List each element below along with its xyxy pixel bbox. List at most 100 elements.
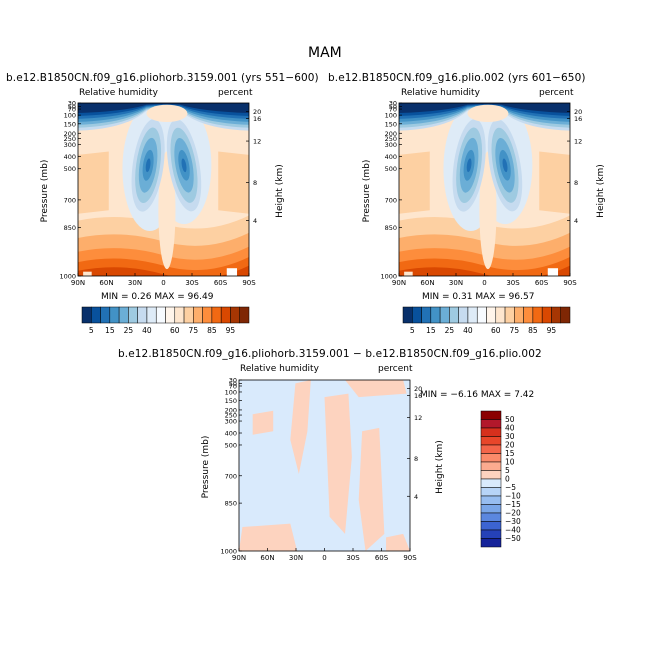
colorbar-swatch — [480, 495, 502, 505]
panel-3-minmax: MIN = −6.16 MAX = 7.42 — [420, 390, 535, 400]
colorbar-swatch — [480, 487, 502, 497]
colorbar-label: 40 — [142, 326, 152, 335]
diff-fill-positive-2 — [345, 380, 407, 398]
x-tick-label: 90N — [392, 279, 406, 287]
height-tick-label: 8 — [414, 455, 418, 463]
contour-fill-lower-4 — [78, 265, 249, 276]
colorbar-swatch — [211, 306, 222, 324]
colorbar-label: 5 — [410, 326, 415, 335]
contour-fill-sh-dry-4 — [181, 158, 187, 173]
colorbar-diff-label: 20 — [505, 441, 515, 450]
x-tick-label: 90S — [403, 554, 417, 562]
panel-2-title: b.e12.B1850CN.f09_g16.plio.002 (yrs 601−… — [328, 72, 586, 84]
x-tick-label: 60S — [535, 279, 549, 287]
pressure-tick-label: 100 — [385, 112, 397, 120]
pressure-tick-label: 150 — [64, 120, 76, 128]
diff-fill-positive-3 — [358, 427, 385, 551]
colorbar-swatch — [118, 306, 129, 324]
panel-2-plot — [398, 102, 571, 277]
pressure-tick-label: 700 — [225, 472, 237, 480]
pressure-tick-label: 70 — [229, 382, 237, 390]
height-tick-label: 4 — [253, 217, 257, 225]
colorbar-diff-label: 50 — [505, 415, 515, 424]
colorbar-swatch — [165, 306, 176, 324]
colorbar-swatch — [541, 306, 552, 324]
colorbar-label: 85 — [528, 326, 538, 335]
colorbar-swatch — [532, 306, 543, 324]
pressure-tick-label: 250 — [385, 135, 397, 143]
height-tick-label: 4 — [574, 217, 578, 225]
colorbar-label: 25 — [124, 326, 134, 335]
colorbar-swatch — [480, 436, 502, 446]
diff-fill-positive-1 — [324, 393, 352, 534]
colorbar-swatch — [523, 306, 534, 324]
colorbar-swatch — [239, 306, 250, 324]
colorbar-panel-1: 5 15 25 40 60 75 85 95 — [81, 306, 250, 335]
pressure-tick-label: 200 — [64, 130, 76, 138]
panel-2-variable-label: Relative humidity — [401, 88, 480, 98]
x-tick-label: 30S — [506, 279, 520, 287]
colorbar-label: 5 — [89, 326, 94, 335]
colorbar-label: 95 — [226, 326, 236, 335]
colorbar-label: 60 — [170, 326, 180, 335]
colorbar-swatch — [183, 306, 194, 324]
colorbar-swatch — [480, 419, 502, 429]
colorbar-swatch — [430, 306, 441, 324]
panel-1-title: b.e12.B1850CN.f09_g16.pliohorb.3159.001 … — [6, 72, 319, 84]
pressure-tick-label: 1000 — [380, 273, 397, 281]
colorbar-diff-label: 10 — [505, 458, 515, 467]
panel-3-plot — [238, 379, 411, 552]
colorbar-label: 15 — [426, 326, 436, 335]
colorbar-label: 60 — [491, 326, 501, 335]
colorbar-label: 15 — [105, 326, 115, 335]
colorbar-swatch — [480, 427, 502, 437]
contour-fill-mid-sh — [539, 151, 570, 214]
colorbar-swatch — [467, 306, 478, 324]
x-tick-label: 0 — [322, 554, 326, 562]
colorbar-swatch — [421, 306, 432, 324]
colorbar-swatch — [412, 306, 422, 324]
pressure-tick-label: 1000 — [59, 273, 76, 281]
height-tick-label: 16 — [574, 115, 582, 123]
x-tick-label: 90S — [242, 279, 256, 287]
diff-fill-positive-6 — [386, 533, 410, 551]
colorbar-swatch — [193, 306, 203, 324]
colorbar-swatch — [480, 453, 502, 463]
diff-fill-positive-4 — [239, 523, 298, 551]
contour-fill-sh-dry-4 — [502, 158, 508, 173]
panel-1-units-label: percent — [218, 88, 253, 98]
panel-1-minmax: MIN = 0.26 MAX = 96.49 — [101, 292, 214, 302]
colorbar-swatch — [551, 306, 561, 324]
colorbar-swatch — [480, 470, 502, 480]
x-tick-label: 60N — [260, 554, 274, 562]
colorbar-diff-label: 40 — [505, 424, 515, 433]
height-tick-label: 8 — [574, 179, 578, 187]
contour-fill-upper-cap-6 — [78, 103, 249, 114]
pressure-tick-label: 30 — [229, 377, 237, 385]
colorbar-swatch — [230, 306, 240, 324]
pressure-tick-label: 30 — [389, 100, 397, 108]
x-tick-label: 90N — [71, 279, 85, 287]
colorbar-swatch — [480, 538, 502, 548]
diff-fill-positive-5 — [252, 410, 274, 435]
colorbar-swatch — [220, 306, 231, 324]
height-tick-label: 4 — [414, 493, 418, 501]
panel-1-variable-label: Relative humidity — [79, 88, 158, 98]
panel-3-units-label: percent — [378, 364, 413, 374]
height-tick-label: 20 — [414, 385, 422, 393]
contour-fill-mid-nh — [399, 151, 430, 214]
x-tick-label: 30N — [449, 279, 463, 287]
panel-1-plot — [77, 102, 250, 277]
pressure-tick-label: 500 — [225, 441, 237, 449]
colorbar-label: 85 — [207, 326, 217, 335]
colorbar-swatch — [81, 306, 92, 324]
colorbar-swatch — [514, 306, 524, 324]
colorbar-swatch — [486, 306, 497, 324]
panel-2-contours — [399, 103, 570, 276]
x-tick-label: 0 — [161, 279, 165, 287]
pressure-tick-label: 500 — [385, 165, 397, 173]
pressure-tick-label: 500 — [64, 165, 76, 173]
colorbar-swatch — [480, 444, 502, 454]
pressure-tick-label: 850 — [64, 224, 76, 232]
